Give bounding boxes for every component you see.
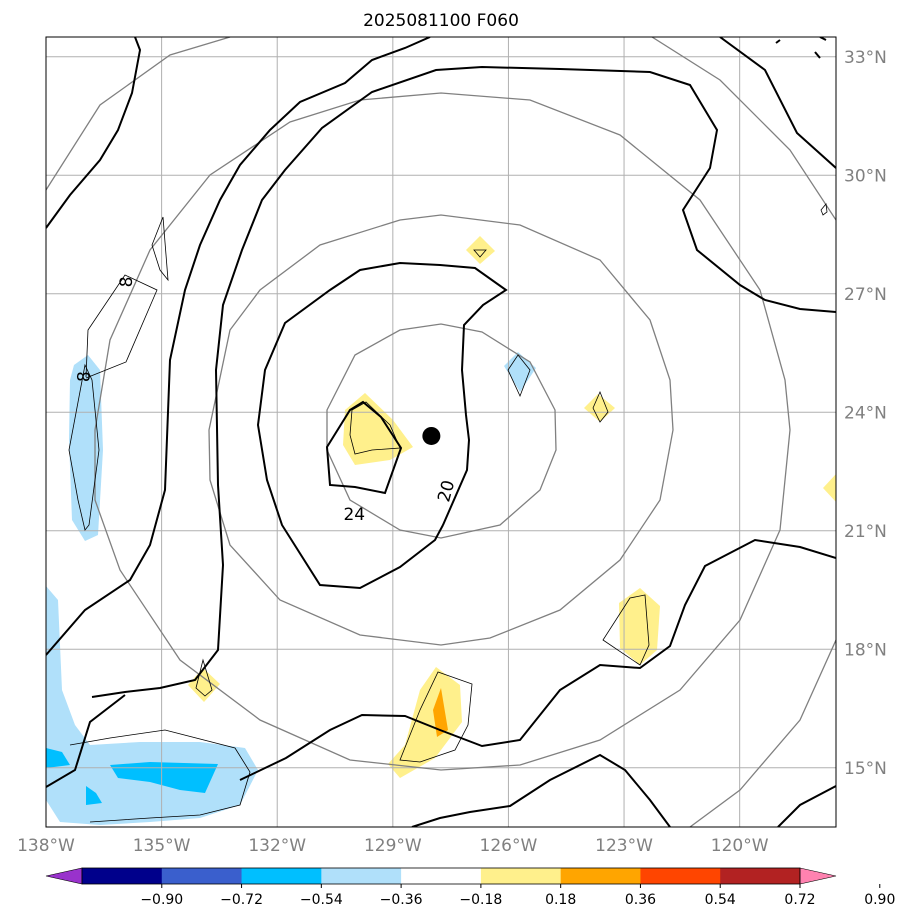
colorbar-tick-label: 0.72 [784, 892, 815, 908]
lon-tick-label: 135°W [133, 836, 191, 856]
thin-contours [68, 203, 828, 823]
lat-tick-label: 33°N [844, 48, 887, 68]
thin-contour-west-spot [195, 658, 213, 697]
contour-20 [46, 37, 142, 229]
thin-contour-south [399, 671, 473, 763]
positive-anomaly-east [584, 394, 615, 422]
contour-24-inner [325, 400, 403, 495]
positive-anomaly-west [188, 668, 220, 702]
range-ring-5 [651, 37, 836, 221]
contour-label: 8 [74, 371, 94, 383]
colorbar-tick-label: 0.18 [545, 892, 576, 908]
thin-contour-north [473, 249, 487, 258]
thin-contour-east-pos [592, 390, 609, 423]
positive-anomaly-south [388, 667, 462, 778]
colorbar-swatch [640, 868, 721, 884]
colorbar-tick-label: 0.54 [705, 892, 736, 908]
colorbar-tick-label: −0.90 [140, 892, 183, 908]
colorbar: −0.90 −0.72 −0.54 −0.36 −0.18 0.18 0.36 0.54 0.7… [45, 867, 895, 908]
colorbar-swatch [82, 868, 163, 884]
lat-tick-label: 24°N [844, 403, 887, 423]
contour-10 [411, 753, 671, 827]
colorbar-tick-label: 0.90 [864, 892, 895, 908]
thin-contour-center [349, 401, 401, 455]
range-ring-6 [689, 639, 836, 827]
contour-8-east [719, 37, 836, 169]
colorbar-tick-label: −0.72 [220, 892, 263, 908]
contour-16 [91, 65, 836, 698]
latitude-labels: 33°N 30°N 27°N 24°N 21°N 18°N 15°N [844, 48, 887, 779]
thin-contour-east-neg [507, 354, 531, 398]
range-ring-3 [94, 92, 791, 771]
lat-tick-label: 27°N [844, 285, 887, 305]
lon-tick-label: 129°W [364, 836, 422, 856]
lon-tick-label: 126°W [480, 836, 538, 856]
colorbar-outline [81, 867, 801, 885]
thin-contour-southeast [602, 594, 650, 666]
storm-center-marker [422, 426, 441, 445]
positive-anomaly-edge [823, 474, 836, 502]
contour-22 [256, 261, 508, 590]
moderate-negative-core [110, 762, 218, 793]
thin-contour-west [68, 363, 100, 531]
contour-label: 8 [117, 276, 137, 288]
colorbar-swatch [560, 868, 641, 884]
thin-contour-west-upper [85, 274, 158, 379]
lon-tick-label: 120°W [711, 836, 769, 856]
thick-contours [46, 37, 836, 827]
colorbar-tick-label: −0.18 [459, 892, 502, 908]
lon-tick-label: 132°W [248, 836, 306, 856]
thin-contour-east-dot [820, 203, 828, 216]
contour-12 [239, 538, 836, 781]
colorbar-swatch [161, 868, 243, 884]
thin-contour-west-top [151, 216, 169, 282]
range-rings [46, 37, 836, 827]
colorbar-tick-label: −0.36 [380, 892, 423, 908]
colorbar-swatch [241, 868, 322, 884]
range-ring-2 [208, 214, 674, 646]
colorbar-tick-label: 0.36 [625, 892, 656, 908]
range-ring-1 [326, 323, 557, 539]
map-frame [45, 36, 837, 828]
contour-label: 24 [343, 505, 365, 525]
colorbar-swatch [321, 868, 402, 884]
moderate-positive-core [433, 688, 448, 737]
longitude-labels: 138°W 135°W 132°W 129°W 126°W 123°W 120°W [17, 836, 769, 856]
colorbar-swatch [401, 868, 482, 884]
colorbar-swatch [480, 868, 562, 884]
lon-tick-label: 138°W [17, 836, 75, 856]
lat-tick-label: 18°N [844, 640, 887, 660]
colorbar-swatch [799, 867, 837, 885]
contour-small-ne-2 [814, 51, 821, 59]
contour-14 [46, 694, 126, 788]
contour-8-se [777, 785, 836, 827]
colorbar-tick-label: −0.54 [300, 892, 343, 908]
figure-title: 2025081100 F060 [363, 11, 519, 31]
colorbar-swatch [720, 868, 801, 884]
lat-tick-label: 15°N [844, 759, 887, 779]
contour-18 [46, 37, 431, 656]
colorbar-swatch [45, 867, 83, 885]
thin-contour-southwest [69, 729, 251, 823]
negative-anomaly-east [504, 352, 536, 392]
lat-tick-label: 21°N [844, 522, 887, 542]
lat-tick-label: 30°N [844, 166, 887, 186]
lon-tick-label: 123°W [595, 836, 653, 856]
moderate-negative-edge [46, 748, 70, 768]
positive-anomaly-southeast [619, 588, 660, 665]
moderate-negative-spot [86, 786, 102, 805]
contour-small-ne-1 [775, 39, 781, 44]
positive-anomaly-center [343, 393, 413, 465]
